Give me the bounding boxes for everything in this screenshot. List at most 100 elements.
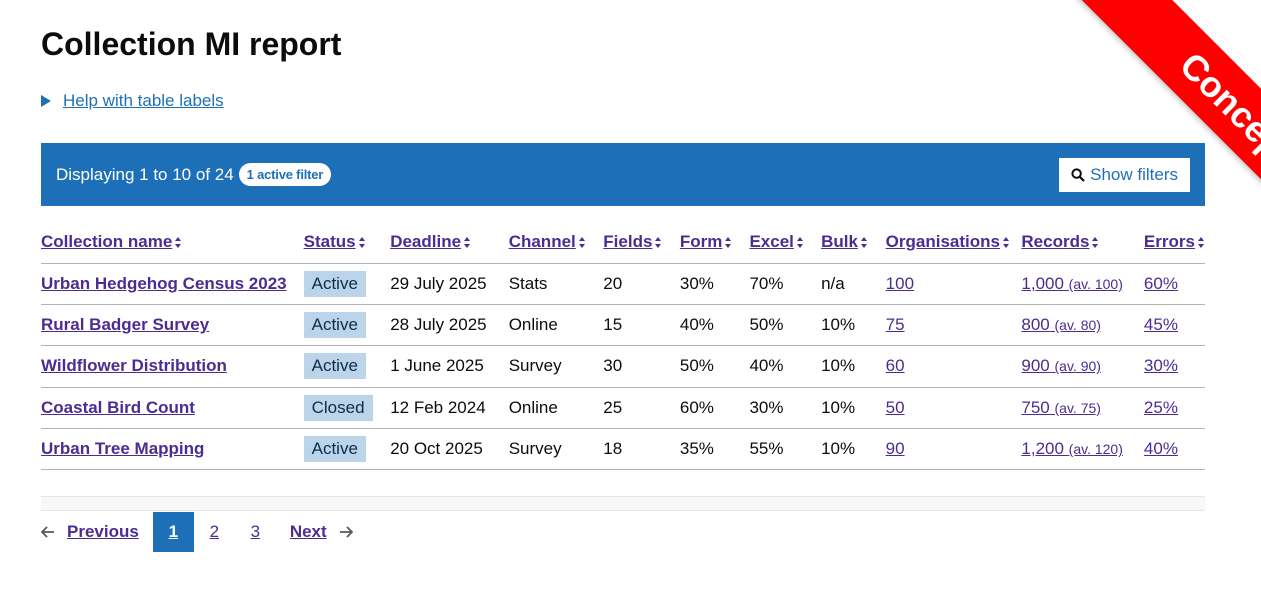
cell-fields: 30 <box>603 345 680 388</box>
arrow-right-icon <box>339 526 353 538</box>
page-1-link[interactable]: 1 <box>152 512 194 552</box>
cell-errors: 45% <box>1143 304 1205 347</box>
errors-link[interactable]: 25% <box>1143 397 1178 417</box>
cell-organisations: 75 <box>885 304 1022 347</box>
sort-arrows-icon <box>860 236 868 248</box>
sort-arrows-icon <box>578 236 586 248</box>
sort-link[interactable]: Excel <box>749 231 794 251</box>
sort-link[interactable]: Collection name <box>41 231 173 251</box>
sort-arrows-icon <box>464 236 471 248</box>
cell-bulk: 10% <box>821 428 886 471</box>
sort-link[interactable]: Form <box>679 231 723 251</box>
organisations-link[interactable]: 60 <box>885 356 905 376</box>
help-details-label[interactable]: Help with table labels <box>63 91 224 110</box>
errors-link[interactable]: 45% <box>1143 315 1178 335</box>
show-filters-button[interactable]: Show filters <box>1059 157 1190 192</box>
sort-arrows-icon <box>358 236 366 248</box>
cell-name: Rural Badger Survey <box>41 304 304 347</box>
records-link[interactable]: 1,000 (av. 100) <box>1021 274 1123 293</box>
search-icon <box>1071 167 1085 182</box>
records-link[interactable]: 750 (av. 75) <box>1021 398 1101 417</box>
organisations-link[interactable]: 90 <box>885 439 905 459</box>
cell-channel: Online <box>508 304 604 347</box>
col-fields[interactable]: Fields <box>603 221 680 264</box>
previous-link[interactable]: Previous <box>67 522 139 541</box>
cell-status: Active <box>303 304 391 347</box>
records-link[interactable]: 1,200 (av. 120) <box>1021 439 1123 458</box>
pagination-previous[interactable]: Previous <box>41 522 139 542</box>
records-link[interactable]: 800 (av. 80) <box>1021 315 1101 334</box>
col-records[interactable]: Records <box>1021 221 1144 264</box>
collection-link[interactable]: Rural Badger Survey <box>41 315 210 335</box>
cell-channel: Survey <box>508 345 604 388</box>
sort-arrows-icon <box>655 236 662 248</box>
errors-link[interactable]: 40% <box>1143 439 1178 459</box>
sort-link[interactable]: Fields <box>603 231 653 251</box>
horizontal-scroll-strip[interactable] <box>41 496 1205 511</box>
sort-link[interactable]: Channel <box>508 231 576 251</box>
sort-link[interactable]: Organisations <box>885 231 1000 251</box>
collection-link[interactable]: Urban Hedgehog Census 2023 <box>41 273 287 293</box>
col-channel[interactable]: Channel <box>508 221 604 264</box>
cell-name: Urban Tree Mapping <box>41 428 304 471</box>
records-value: 750 <box>1021 397 1050 417</box>
table-row: Coastal Bird Count Closed 12 Feb 2024 On… <box>41 387 1205 430</box>
sort-link[interactable]: Status <box>303 231 356 251</box>
collection-link[interactable]: Wildflower Distribution <box>41 356 227 376</box>
cell-records: 900 (av. 90) <box>1021 345 1144 388</box>
next-link[interactable]: Next <box>289 522 327 541</box>
sort-link[interactable]: Bulk <box>821 231 858 251</box>
concept-ribbon: Concept <box>1001 0 1261 240</box>
collection-link[interactable]: Coastal Bird Count <box>41 397 195 417</box>
records-value: 1,200 <box>1021 439 1064 459</box>
col-form[interactable]: Form <box>679 221 750 264</box>
col-errors[interactable]: Errors <box>1143 221 1205 264</box>
sort-arrows-icon <box>1002 236 1010 248</box>
cell-channel: Stats <box>508 263 604 305</box>
status-tag: Active <box>303 436 366 463</box>
records-value: 900 <box>1021 356 1050 376</box>
col-status[interactable]: Status <box>303 221 391 264</box>
col-bulk[interactable]: Bulk <box>821 221 886 264</box>
records-link[interactable]: 900 (av. 90) <box>1021 356 1101 375</box>
table-row: Urban Tree Mapping Active 20 Oct 2025 Su… <box>41 428 1205 471</box>
help-details[interactable]: Help with table labels <box>41 89 224 113</box>
sort-link[interactable]: Deadline <box>390 231 462 251</box>
cell-records: 1,000 (av. 100) <box>1021 263 1144 305</box>
cell-status: Active <box>303 263 391 305</box>
pagination-next[interactable]: Next <box>290 522 353 542</box>
cell-excel: 55% <box>749 428 822 471</box>
cell-deadline: 29 July 2025 <box>390 263 509 305</box>
cell-organisations: 60 <box>885 345 1022 388</box>
cell-bulk: n/a <box>821 263 886 305</box>
cell-excel: 70% <box>749 263 822 305</box>
organisations-link[interactable]: 100 <box>885 273 915 293</box>
cell-excel: 40% <box>749 345 822 388</box>
organisations-link[interactable]: 75 <box>885 315 905 335</box>
organisations-link[interactable]: 50 <box>885 397 905 417</box>
arrow-left-icon <box>41 526 54 538</box>
col-deadline[interactable]: Deadline <box>390 221 509 264</box>
cell-deadline: 1 June 2025 <box>390 345 509 388</box>
pagination: Previous 1 2 3 Next <box>41 512 353 552</box>
cell-bulk: 10% <box>821 345 886 388</box>
page-3-link[interactable]: 3 <box>250 522 261 541</box>
cell-form: 60% <box>679 387 750 430</box>
sort-arrows-icon <box>1092 236 1099 248</box>
col-organisations[interactable]: Organisations <box>885 221 1022 264</box>
col-collection-name[interactable]: Collection name <box>41 221 304 264</box>
collection-table: Collection name Status Deadline Channel … <box>41 221 1205 471</box>
cell-bulk: 10% <box>821 387 886 430</box>
cell-deadline: 12 Feb 2024 <box>390 387 509 430</box>
errors-link[interactable]: 60% <box>1143 273 1178 293</box>
page-2-link[interactable]: 2 <box>209 522 220 541</box>
cell-fields: 18 <box>603 428 680 471</box>
sort-link[interactable]: Errors <box>1143 231 1195 251</box>
collection-link[interactable]: Urban Tree Mapping <box>41 439 205 459</box>
cell-form: 35% <box>679 428 750 471</box>
page-title: Collection MI report <box>41 26 342 62</box>
col-excel[interactable]: Excel <box>749 221 822 264</box>
errors-link[interactable]: 30% <box>1143 356 1178 376</box>
cell-channel: Online <box>508 387 604 430</box>
sort-link[interactable]: Records <box>1021 231 1090 251</box>
